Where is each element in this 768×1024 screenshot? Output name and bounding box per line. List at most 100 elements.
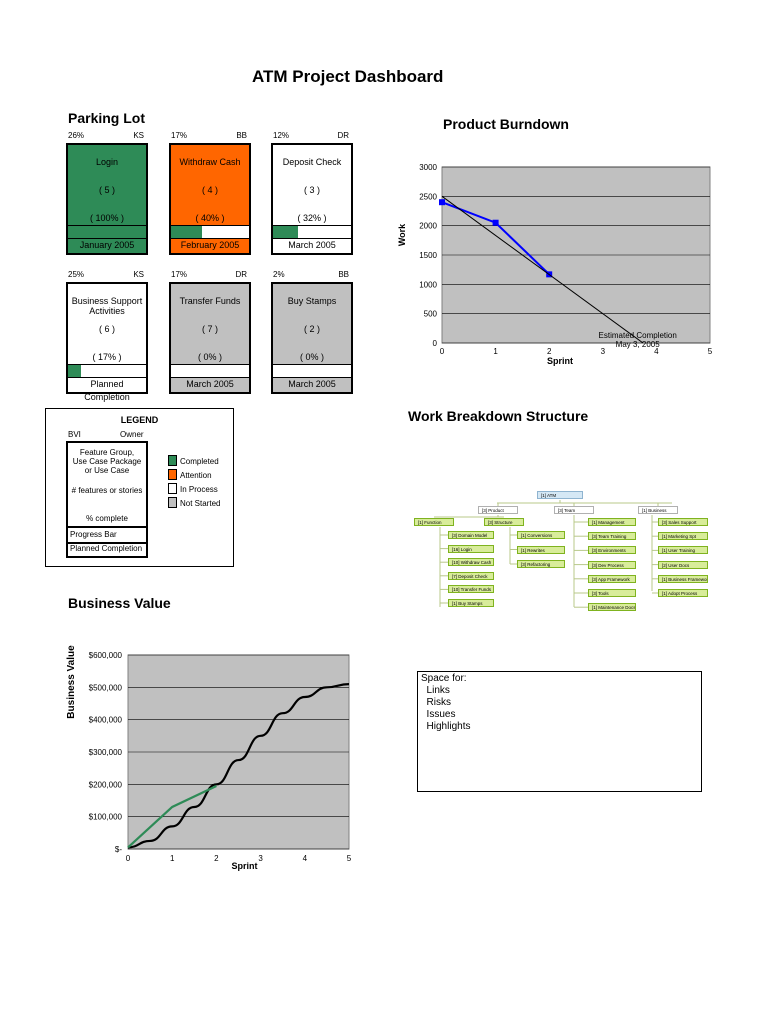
y-tick-label: 0 [433, 339, 438, 348]
card-count: ( 5 ) [98, 185, 115, 195]
progress-bar [68, 364, 146, 378]
x-tick-label: 2 [547, 347, 552, 356]
card-percent: ( 100% ) [89, 213, 124, 223]
card-name: Buy Stamps [287, 296, 337, 306]
y-tick-label: 1500 [419, 251, 437, 260]
progress-fill [171, 226, 203, 238]
card-bvi: 17% [171, 270, 188, 279]
wbs-node: [3] Structure [484, 518, 524, 526]
wbs-node: [3] Tools [588, 589, 636, 597]
card-header: 2% BB [273, 270, 349, 279]
card-count: ( 6 ) [98, 324, 115, 334]
card-date: March 2005 [171, 378, 249, 392]
data-point [439, 199, 445, 206]
y-tick-label: $200,000 [89, 780, 123, 789]
x-tick-label: 2 [214, 854, 219, 863]
parking-lot-heading: Parking Lot [68, 110, 146, 126]
x-tick-label: 4 [303, 854, 308, 863]
legend-title: LEGEND [120, 415, 159, 425]
page-title: ATM Project Dashboard [252, 67, 444, 86]
wbs-node: [3] App Framework [588, 574, 636, 583]
card-body: Business Support Activities ( 6 ) ( 17% ) [68, 284, 146, 364]
legend-swatch [168, 497, 177, 508]
card-date: January 2005 [68, 239, 146, 253]
legend-feature-line2: Use Case Package [72, 457, 142, 466]
x-tick-label: 1 [170, 854, 175, 863]
y-tick-label: $300,000 [89, 748, 123, 757]
wbs-heading: Work Breakdown Structure [408, 408, 589, 424]
x-tick-label: 4 [654, 347, 659, 356]
card-bvi: 12% [273, 131, 290, 140]
legend-feature-line3: or Use Case [84, 466, 130, 475]
card-body: Buy Stamps ( 2 ) ( 0% ) [273, 284, 351, 364]
card-count: ( 7 ) [201, 324, 218, 334]
legend-label: Not Started [180, 499, 221, 508]
card-name: Login [95, 157, 119, 167]
y-tick-label: $400,000 [89, 716, 123, 725]
legend-planned: Planned Completion [70, 544, 143, 553]
card-bvi: 2% [273, 270, 285, 279]
card-bvi: 26% [68, 131, 85, 140]
card-owner: BB [338, 270, 349, 279]
y-tick-label: 2000 [419, 222, 437, 231]
card-percent: ( 40% ) [195, 213, 225, 223]
card-date: Planned Completion [68, 378, 146, 402]
feature-card[interactable]: Login ( 5 ) ( 100% ) January 2005 [66, 143, 148, 255]
business-value-title: Business Value [68, 595, 171, 611]
legend-features: # features or stories [71, 486, 143, 495]
legend-complete: % complete [86, 514, 128, 523]
wbs-node: [7] Deposit Check [448, 571, 494, 580]
feature-card[interactable]: Buy Stamps ( 2 ) ( 0% ) March 2005 [271, 282, 353, 394]
y-tick-label: 500 [424, 310, 438, 319]
feature-card[interactable]: Deposit Check ( 3 ) ( 32% ) March 2005 [271, 143, 353, 255]
y-tick-label: $100,000 [89, 813, 123, 822]
card-count: ( 4 ) [201, 185, 218, 195]
y-tick-label: 2500 [419, 192, 437, 201]
feature-card[interactable]: Withdraw Cash ( 4 ) ( 40% ) February 2005 [169, 143, 251, 255]
progress-fill [273, 226, 298, 238]
notes-line: Highlights [421, 721, 471, 732]
x-tick-label: 5 [347, 854, 352, 863]
notes-box: Space for: Links Risks Issues Highlights [417, 671, 702, 792]
wbs-node: [1] Adopt Process [658, 589, 708, 597]
card-owner: BB [236, 131, 247, 140]
wbs-node: [16] Login [448, 544, 494, 553]
card-count: ( 3 ) [303, 185, 320, 195]
x-tick-label: 3 [258, 854, 263, 863]
legend-label: In Process [180, 485, 218, 494]
feature-card[interactable]: Business Support Activities ( 6 ) ( 17% ) P… [66, 282, 148, 402]
x-tick-label: 0 [126, 854, 131, 863]
wbs-node: [1] User Training [658, 546, 708, 555]
card-owner: KS [133, 270, 144, 279]
progress-bar [171, 364, 249, 378]
annotation-line1: Estimated Completion [599, 331, 677, 340]
card-percent: ( 32% ) [297, 213, 327, 223]
series-line [127, 784, 217, 849]
y-axis-label: Business Value [66, 645, 77, 719]
data-point [492, 219, 499, 226]
card-name: Business Support Activities [71, 296, 143, 316]
wbs-node: [3] Dev Process [588, 560, 636, 569]
legend-owner: Owner [120, 430, 144, 439]
progress-fill [68, 365, 82, 377]
legend-label: Completed [180, 457, 219, 466]
card-header: 17% BB [171, 131, 247, 140]
card-body: Deposit Check ( 3 ) ( 32% ) [273, 145, 351, 225]
card-name: Transfer Funds [179, 296, 241, 306]
feature-card[interactable]: Transfer Funds ( 7 ) ( 0% ) March 2005 [169, 282, 251, 394]
wbs-node: [1] Management [588, 518, 636, 526]
wbs-node: [1] ATM [537, 491, 583, 499]
burndown-title: Product Burndown [443, 116, 569, 132]
wbs-node: [1] Buy Stamps [448, 599, 494, 607]
legend: LEGEND BVI Owner Feature Group, Use Case… [45, 408, 234, 567]
wbs-node: [1] Maintenance Docs [588, 603, 636, 612]
wbs-node: [3] Sales Support [658, 518, 708, 526]
notes-line: Space for: [421, 673, 467, 684]
legend-swatch [168, 483, 177, 494]
notes-line: Issues [421, 709, 456, 720]
card-body: Withdraw Cash ( 4 ) ( 40% ) [171, 145, 249, 225]
wbs-node: [1] Rewrites [517, 545, 565, 554]
y-tick-label: $600,000 [89, 651, 123, 660]
card-percent: ( 17% ) [92, 352, 122, 362]
legend-progress-bar: Progress Bar [68, 526, 146, 544]
